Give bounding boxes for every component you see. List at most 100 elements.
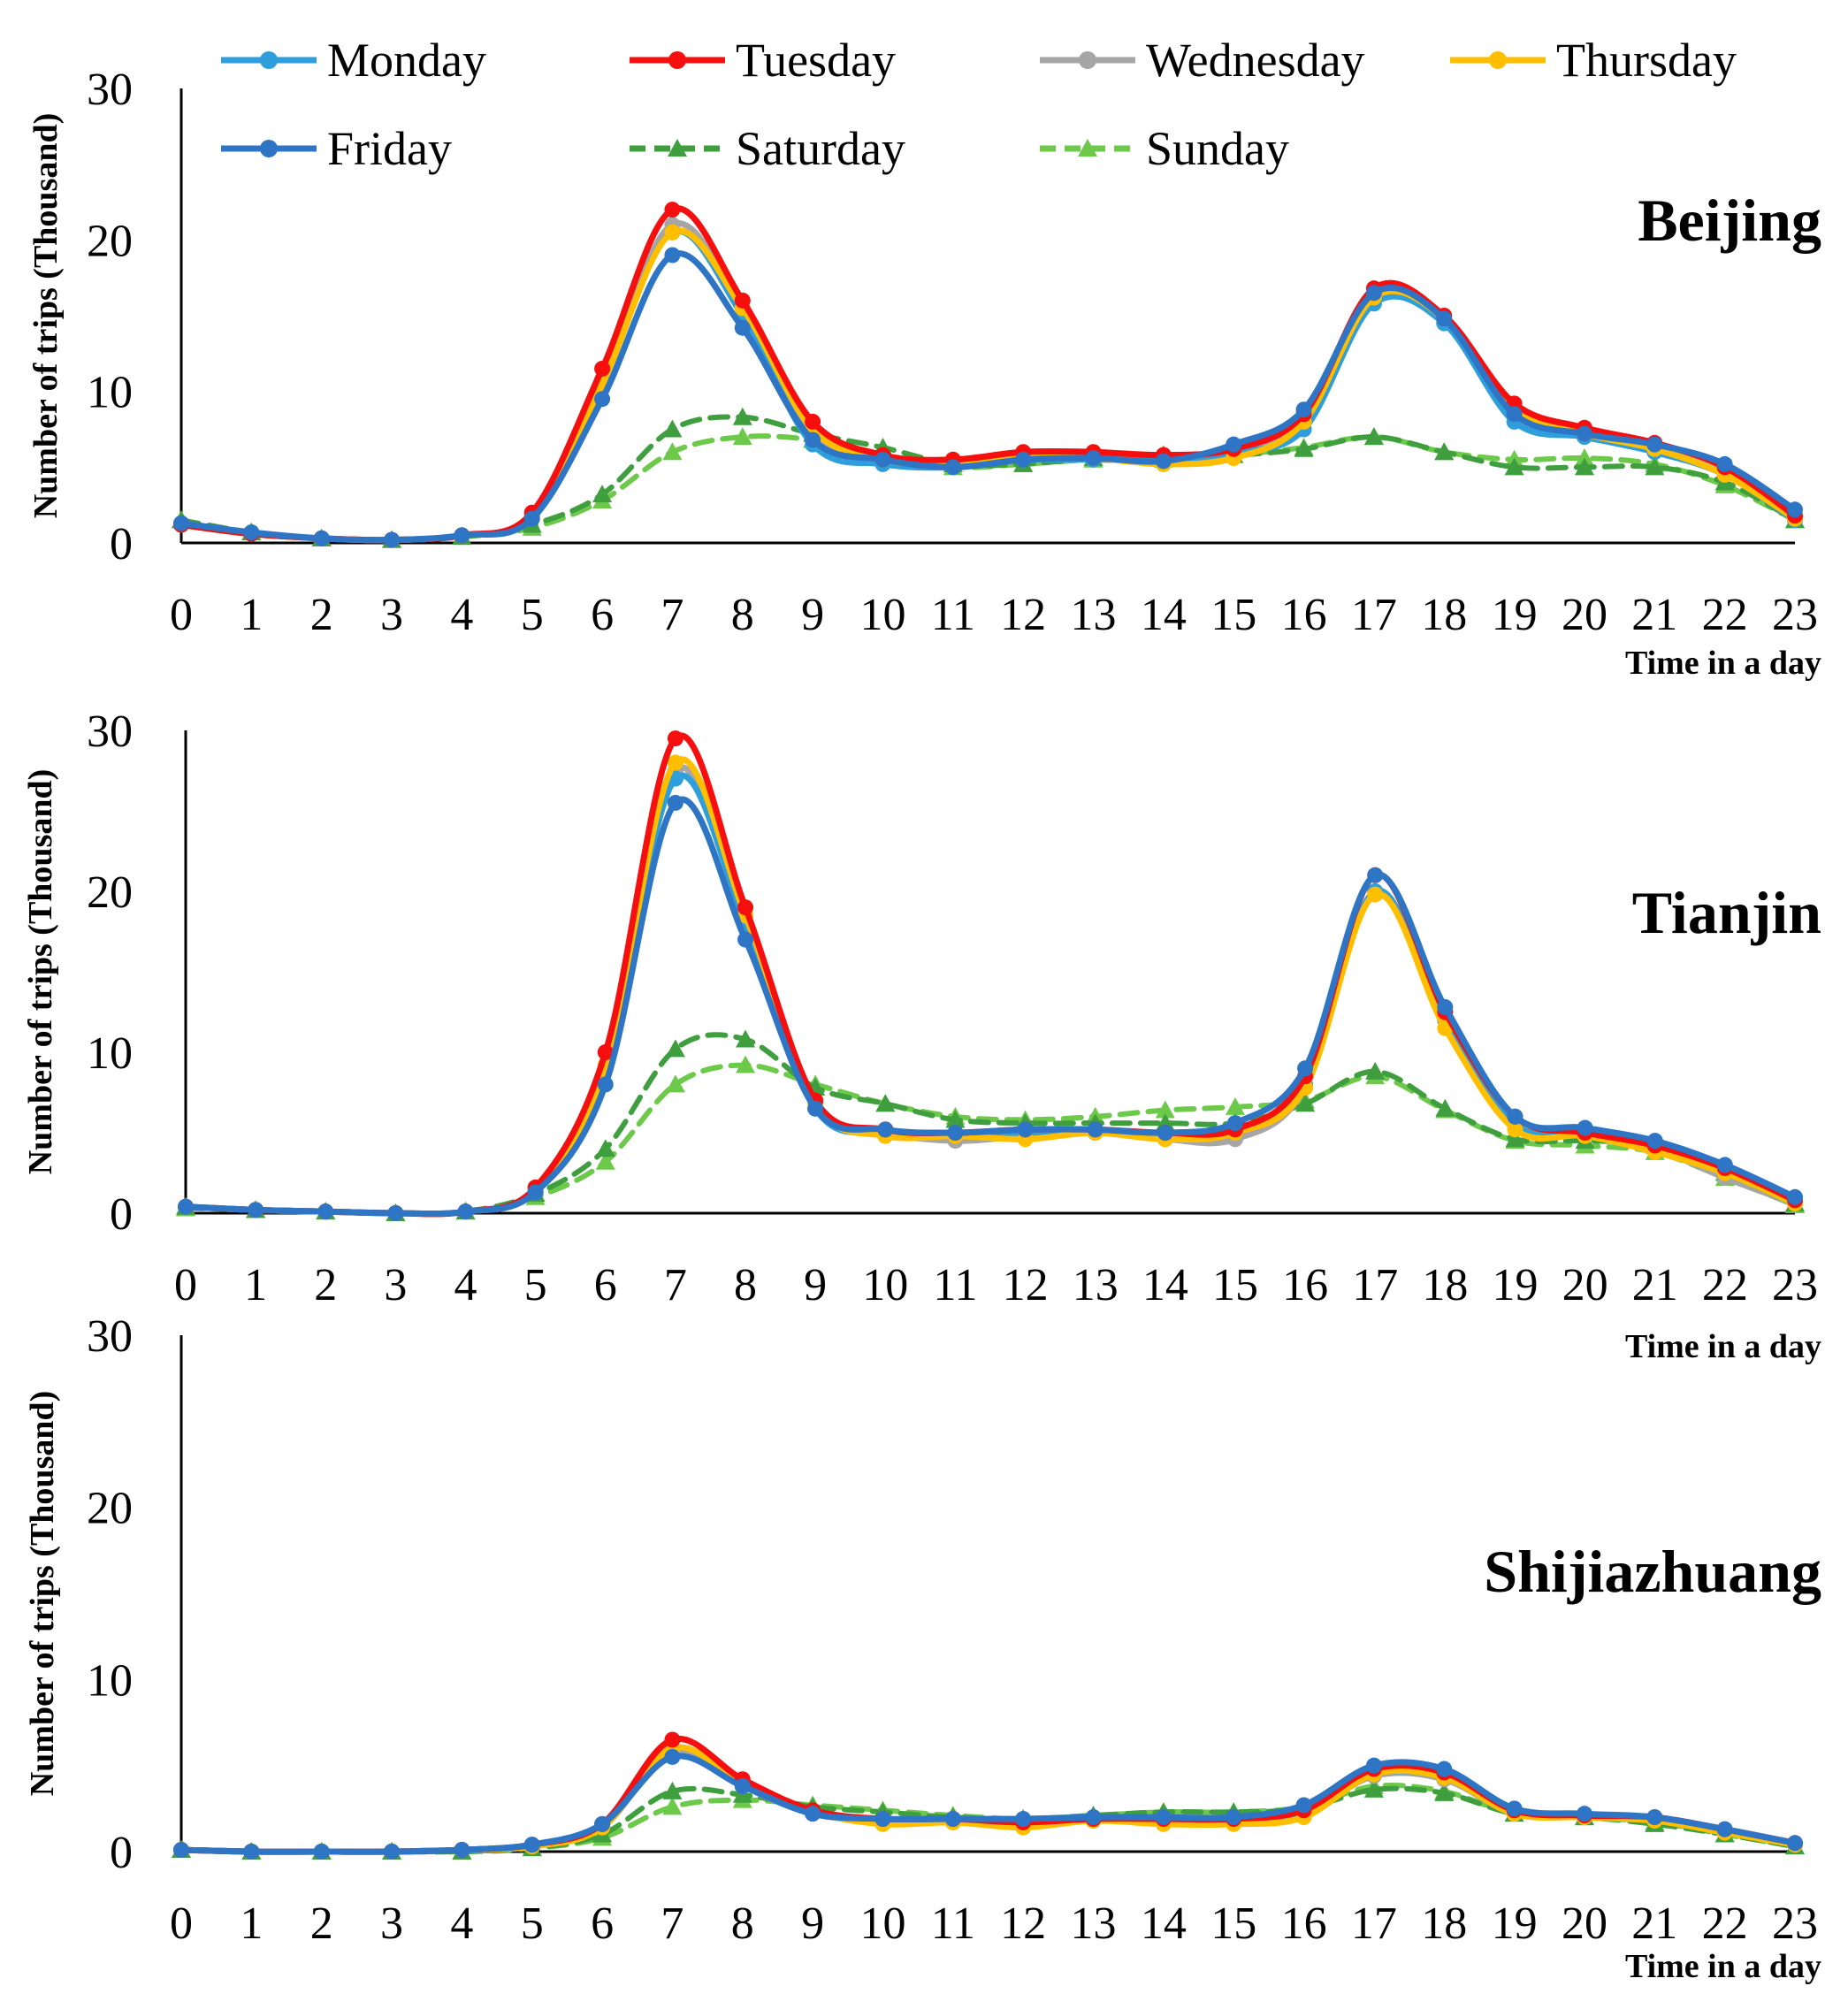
x-tick-label: 2 [310, 1898, 333, 1949]
data-point-saturday [945, 1110, 966, 1128]
series-line-monday [178, 1744, 1798, 1855]
data-point-sunday [1574, 448, 1594, 467]
series-line-monday [178, 227, 1798, 544]
series-wednesday-shijiazhuang [173, 1744, 1803, 1860]
x-tick-label: 18 [1421, 590, 1467, 640]
legend-label-tuesday: Tuesday [736, 34, 896, 87]
y-axis-title-shijiazhuang: Number of trips (Thousand) [24, 1391, 61, 1797]
data-point-friday [1507, 1108, 1523, 1125]
legend-item-thursday: Thursday [1450, 34, 1737, 87]
data-point-tuesday [667, 730, 683, 747]
data-point-saturday [1435, 1098, 1455, 1117]
city-label-shijiazhuang: Shijiazhuang [1484, 1538, 1821, 1605]
x-tick-label: 9 [804, 1260, 827, 1310]
data-point-friday [874, 451, 891, 468]
data-point-sunday [662, 1797, 683, 1815]
data-point-friday [1155, 1809, 1172, 1826]
data-point-sunday [665, 1074, 685, 1093]
data-point-tuesday [664, 1731, 681, 1748]
legend-label-friday: Friday [327, 122, 452, 175]
data-point-sunday [736, 1055, 756, 1073]
y-axis-title-beijing: Number of trips (Thousand) [27, 113, 65, 519]
y-tick-label: 10 [87, 1028, 133, 1079]
data-point-tuesday [734, 292, 751, 309]
y-tick-label: 0 [110, 519, 133, 569]
legend-label-wednesday: Wednesday [1146, 34, 1365, 87]
y-tick-label: 10 [87, 1655, 133, 1706]
data-point-friday [1226, 1809, 1242, 1826]
data-point-saturday [592, 485, 613, 503]
x-tick-label: 17 [1352, 1260, 1398, 1310]
data-point-friday [1576, 425, 1592, 442]
x-tick-label: 1 [240, 590, 263, 640]
data-point-friday [1015, 451, 1032, 468]
data-point-friday [1365, 1757, 1382, 1774]
x-tick-label: 8 [731, 1898, 754, 1949]
x-tick-label: 15 [1210, 590, 1256, 640]
x-tick-label: 20 [1562, 590, 1607, 640]
data-point-friday [944, 459, 961, 476]
x-tick-label: 1 [244, 1260, 267, 1310]
x-tick-label: 12 [1003, 1260, 1049, 1310]
data-point-saturday [595, 1139, 615, 1157]
series-wednesday-tianjin [178, 762, 1803, 1221]
legend-item-monday: Monday [221, 34, 486, 87]
data-point-friday [384, 1844, 401, 1860]
y-tick-label: 20 [87, 867, 133, 918]
data-point-friday [1157, 1125, 1173, 1141]
y-tick-label: 30 [87, 1311, 133, 1362]
data-point-tuesday [805, 413, 821, 430]
data-point-friday [877, 1121, 894, 1138]
x-tick-label: 19 [1492, 1898, 1538, 1949]
x-tick-label: 14 [1141, 590, 1187, 640]
legend-item-sunday: Sunday [1040, 122, 1289, 175]
data-point-friday [807, 1100, 824, 1117]
x-tick-label: 16 [1282, 1260, 1328, 1310]
data-point-friday [1716, 1157, 1733, 1173]
x-tick-label: 0 [170, 1898, 193, 1949]
y-tick-label: 30 [87, 65, 133, 115]
y-tick-label: 0 [110, 1828, 133, 1878]
x-axis-title-shijiazhuang: Time in a day [1625, 1948, 1821, 1985]
data-point-saturday [1504, 457, 1524, 476]
data-point-friday [1436, 310, 1453, 327]
data-point-friday [1716, 455, 1733, 472]
x-tick-label: 5 [521, 590, 544, 640]
data-point-thursday [1507, 1121, 1523, 1138]
series-line-tuesday [178, 205, 1798, 544]
data-point-friday [1367, 867, 1384, 883]
data-point-friday [1085, 450, 1102, 467]
legend-marker-friday [260, 140, 278, 157]
data-point-friday [1576, 1806, 1592, 1822]
data-point-friday [248, 1202, 264, 1218]
data-point-friday [594, 391, 611, 408]
data-point-saturday [736, 1029, 756, 1048]
x-tick-label: 7 [661, 1898, 683, 1949]
data-point-thursday [1367, 886, 1384, 903]
legend-marker-tuesday [668, 51, 686, 69]
data-point-friday [1226, 436, 1242, 453]
x-tick-label: 6 [591, 1898, 614, 1949]
data-point-friday [1506, 1800, 1523, 1817]
series-tuesday-shijiazhuang [173, 1731, 1803, 1860]
data-point-friday [1297, 1060, 1314, 1077]
data-point-friday [173, 515, 189, 531]
data-point-friday [454, 527, 470, 544]
data-point-friday [523, 510, 540, 527]
x-tick-label: 16 [1281, 590, 1327, 640]
x-tick-label: 23 [1772, 590, 1818, 640]
city-label-beijing: Beijing [1638, 187, 1821, 254]
data-point-friday [1506, 406, 1523, 423]
series-line-wednesday [178, 1747, 1798, 1855]
data-point-friday [243, 524, 260, 541]
x-tick-label: 6 [591, 590, 614, 640]
x-tick-label: 9 [801, 590, 824, 640]
data-point-friday [734, 1778, 751, 1795]
data-point-saturday [662, 1781, 683, 1799]
x-tick-label: 3 [384, 1260, 407, 1310]
data-point-friday [1365, 285, 1382, 302]
x-tick-label: 9 [801, 1898, 824, 1949]
x-tick-label: 0 [174, 1260, 197, 1310]
